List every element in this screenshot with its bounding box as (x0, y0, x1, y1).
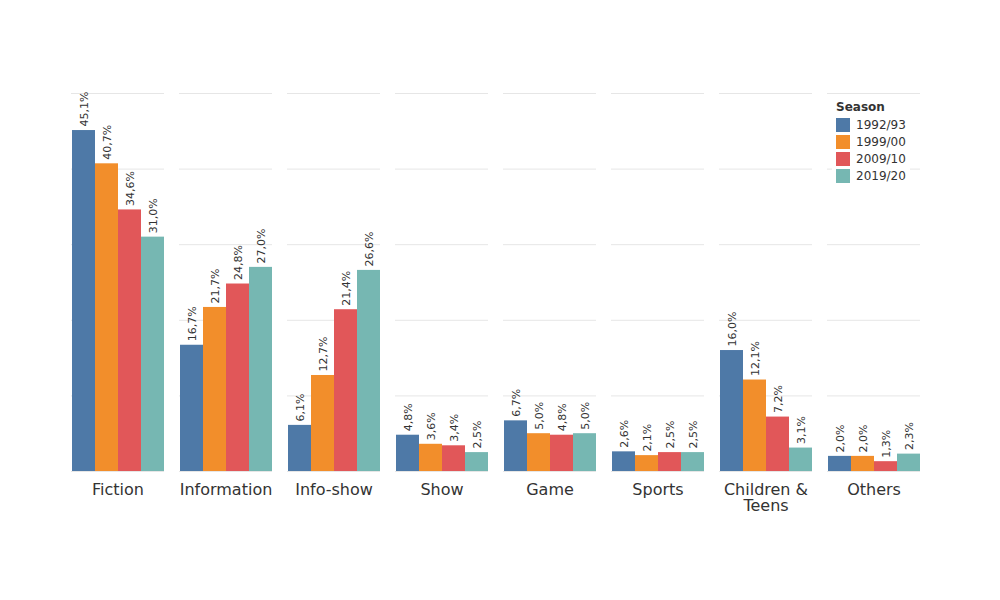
svg-text:Children &Teens: Children &Teens (724, 480, 808, 515)
svg-text:12,1%: 12,1% (749, 341, 762, 376)
svg-text:2,5%: 2,5% (471, 421, 484, 449)
svg-text:2,3%: 2,3% (903, 422, 916, 450)
svg-text:Fiction: Fiction (92, 480, 144, 499)
svg-text:Info-show: Info-show (295, 480, 373, 499)
svg-text:4,8%: 4,8% (556, 403, 569, 431)
svg-text:27,0%: 27,0% (255, 228, 268, 263)
svg-text:6,7%: 6,7% (510, 389, 523, 417)
svg-text:2,6%: 2,6% (618, 420, 631, 448)
svg-text:21,7%: 21,7% (209, 268, 222, 303)
svg-text:4,8%: 4,8% (402, 403, 415, 431)
svg-text:3,6%: 3,6% (425, 412, 438, 440)
html-text:1992/93: 1992/93 (856, 118, 906, 132)
svg-text:6,1%: 6,1% (294, 393, 307, 421)
svg-text:2,5%: 2,5% (687, 421, 700, 449)
svg-text:2,1%: 2,1% (641, 424, 654, 452)
svg-text:5,0%: 5,0% (533, 402, 546, 430)
svg-text:16,0%: 16,0% (726, 312, 739, 347)
svg-text:Game: Game (526, 480, 574, 499)
svg-text:1,3%: 1,3% (880, 430, 893, 458)
html-text:1999/00: 1999/00 (856, 135, 906, 149)
svg-text:Information: Information (180, 480, 273, 499)
svg-text:Show: Show (420, 480, 463, 499)
svg-text:2,0%: 2,0% (857, 424, 870, 452)
svg-text:16,7%: 16,7% (186, 306, 199, 341)
svg-text:Sports: Sports (632, 480, 683, 499)
svg-text:3,4%: 3,4% (448, 414, 461, 442)
svg-text:12,7%: 12,7% (317, 337, 330, 372)
svg-text:45,1%: 45,1% (78, 92, 91, 127)
svg-text:40,7%: 40,7% (101, 125, 114, 160)
svg-text:2,0%: 2,0% (834, 424, 847, 452)
svg-text:7,2%: 7,2% (772, 385, 785, 413)
svg-text:21,4%: 21,4% (340, 271, 353, 306)
svg-text:5,0%: 5,0% (579, 402, 592, 430)
html-text:Season: Season (836, 100, 885, 114)
svg-text:Others: Others (847, 480, 901, 499)
svg-text:31,0%: 31,0% (147, 198, 160, 233)
svg-text:24,8%: 24,8% (232, 245, 245, 280)
svg-text:34,6%: 34,6% (124, 171, 137, 206)
svg-text:26,6%: 26,6% (363, 231, 376, 266)
html-text:2019/20: 2019/20 (856, 169, 906, 183)
html-text:2009/10: 2009/10 (856, 152, 906, 166)
svg-text:2,5%: 2,5% (664, 421, 677, 449)
svg-text:3,1%: 3,1% (795, 416, 808, 444)
